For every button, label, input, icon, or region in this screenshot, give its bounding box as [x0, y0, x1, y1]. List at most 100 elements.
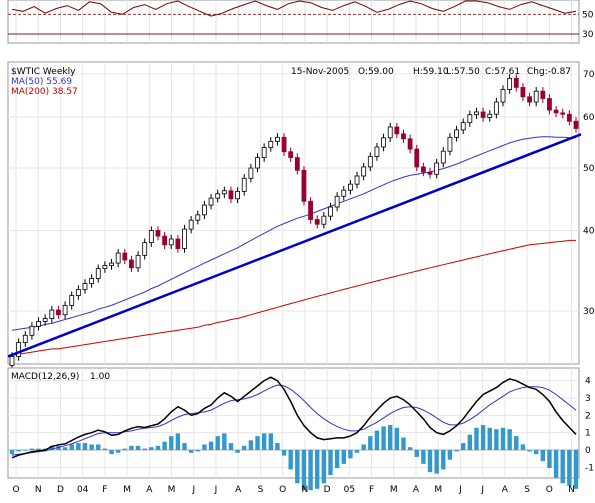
- macd-hist-bar: [368, 436, 373, 450]
- x-tick-21: J: [480, 485, 484, 495]
- price-tick-60: 60: [583, 113, 595, 123]
- x-tick-17: M: [390, 485, 398, 495]
- legend-ma50: MA(50) 55.69: [11, 77, 72, 87]
- chart-title: $WTIC Weekly: [11, 67, 76, 77]
- macd-hist-bar: [208, 441, 214, 450]
- candle-body: [241, 177, 247, 192]
- info-change: Chg:-0.87: [527, 67, 571, 77]
- x-tick-12: O: [279, 485, 286, 495]
- macd-hist-bar: [394, 427, 400, 450]
- candle-body: [314, 219, 320, 225]
- price-tick-30: 30: [583, 307, 595, 317]
- macd-hist-bar: [29, 448, 35, 450]
- candle-body: [474, 111, 479, 116]
- candle-body: [487, 113, 493, 118]
- x-tick-15: 05: [344, 485, 355, 495]
- candle-body: [62, 305, 68, 316]
- x-tick-25: N: [568, 485, 575, 495]
- candle-body: [162, 235, 168, 246]
- candle-body: [513, 77, 519, 88]
- candle-body: [22, 334, 28, 343]
- macd-hist-bar: [560, 450, 565, 484]
- macd-line: [11, 376, 577, 459]
- macd-tick-4: 4: [585, 377, 591, 387]
- candle-body: [381, 137, 386, 148]
- rsi-panel: 50 30: [7, 0, 594, 44]
- macd-histogram: [9, 425, 579, 491]
- candle-body: [75, 289, 81, 296]
- macd-hist-bar: [36, 448, 41, 450]
- x-tick-24: O: [546, 485, 553, 495]
- macd-hist-bar: [89, 444, 94, 450]
- macd-tick--1: -1: [585, 463, 594, 473]
- candle-body: [434, 162, 440, 175]
- candle-body: [261, 147, 267, 159]
- candle-body: [202, 204, 207, 216]
- price-moving-averages: [11, 136, 576, 356]
- candle-body: [228, 190, 234, 200]
- candle-body: [447, 136, 453, 152]
- candle-body: [460, 122, 466, 131]
- macd-hist-bar: [135, 445, 141, 450]
- candle-body: [493, 101, 499, 115]
- macd-hist-bar: [328, 450, 333, 475]
- macd-hist-bar: [447, 450, 453, 460]
- candle-body: [95, 268, 101, 279]
- macd-hist-bar: [76, 443, 81, 450]
- rsi-tick-50: 50: [582, 10, 594, 20]
- macd-hist-bar: [374, 430, 380, 450]
- x-tick-18: A: [413, 485, 420, 495]
- candle-body: [294, 157, 300, 171]
- candle-body: [420, 166, 426, 173]
- candle-body: [288, 151, 294, 159]
- macd-hist-bar: [361, 444, 366, 450]
- rsi-y-ticks: 50 30: [582, 10, 594, 40]
- candle-body: [235, 190, 241, 200]
- candle-body: [427, 171, 433, 175]
- price-info-bar: 15-Nov-2005 O:59.00 H:59.10L:57.50 C:57.61 C…: [291, 67, 571, 77]
- macd-hist-bar: [23, 450, 28, 451]
- info-low: L:57.50: [446, 67, 480, 77]
- price-tick-70: 70: [583, 70, 595, 80]
- candle-body: [347, 183, 353, 191]
- candle-body: [109, 262, 114, 266]
- x-tick-11: S: [258, 485, 264, 495]
- candle-body: [129, 259, 134, 269]
- macd-hist-bar: [56, 445, 61, 450]
- macd-y-ticks: 4 3 2 1 0 -1: [585, 377, 594, 474]
- macd-hist-bar: [182, 443, 187, 450]
- candle-body: [507, 77, 513, 90]
- candle-body: [215, 193, 221, 199]
- macd-hist-bar: [49, 445, 55, 450]
- macd-hist-bar: [162, 441, 167, 450]
- macd-hist-bar: [520, 444, 526, 450]
- candle-body: [102, 265, 108, 270]
- legend-ma200: MA(200) 38.57: [11, 87, 78, 97]
- price-trendline: [7, 133, 582, 358]
- x-tick-3: 04: [77, 485, 89, 495]
- macd-hist-bar: [149, 447, 154, 450]
- candle-body: [328, 206, 333, 217]
- candle-body: [182, 228, 187, 249]
- candle-body: [500, 89, 506, 103]
- macd-hist-bar: [354, 450, 360, 453]
- macd-hist-bar: [474, 427, 479, 450]
- candle-body: [533, 90, 539, 103]
- candle-body: [36, 321, 41, 327]
- macd-hist-bar: [421, 450, 426, 464]
- candle-body: [308, 200, 313, 220]
- macd-hist-bar: [288, 450, 293, 470]
- macd-hist-bar: [129, 445, 134, 450]
- candle-body: [281, 136, 287, 153]
- x-tick-14: D: [324, 485, 331, 495]
- price-y-ticks: 70 60 50 40 30: [583, 70, 595, 317]
- rsi-lines: [11, 0, 577, 17]
- macd-hist-bar: [82, 443, 88, 450]
- macd-hist-bar: [341, 450, 346, 464]
- macd-hist-bar: [235, 450, 240, 453]
- macd-hist-bar: [281, 450, 287, 456]
- macd-title: MACD(12,26,9): [11, 372, 79, 382]
- ma50-line: [11, 136, 576, 331]
- macd-hist-bar: [275, 443, 280, 450]
- x-tick-16: F: [369, 485, 374, 495]
